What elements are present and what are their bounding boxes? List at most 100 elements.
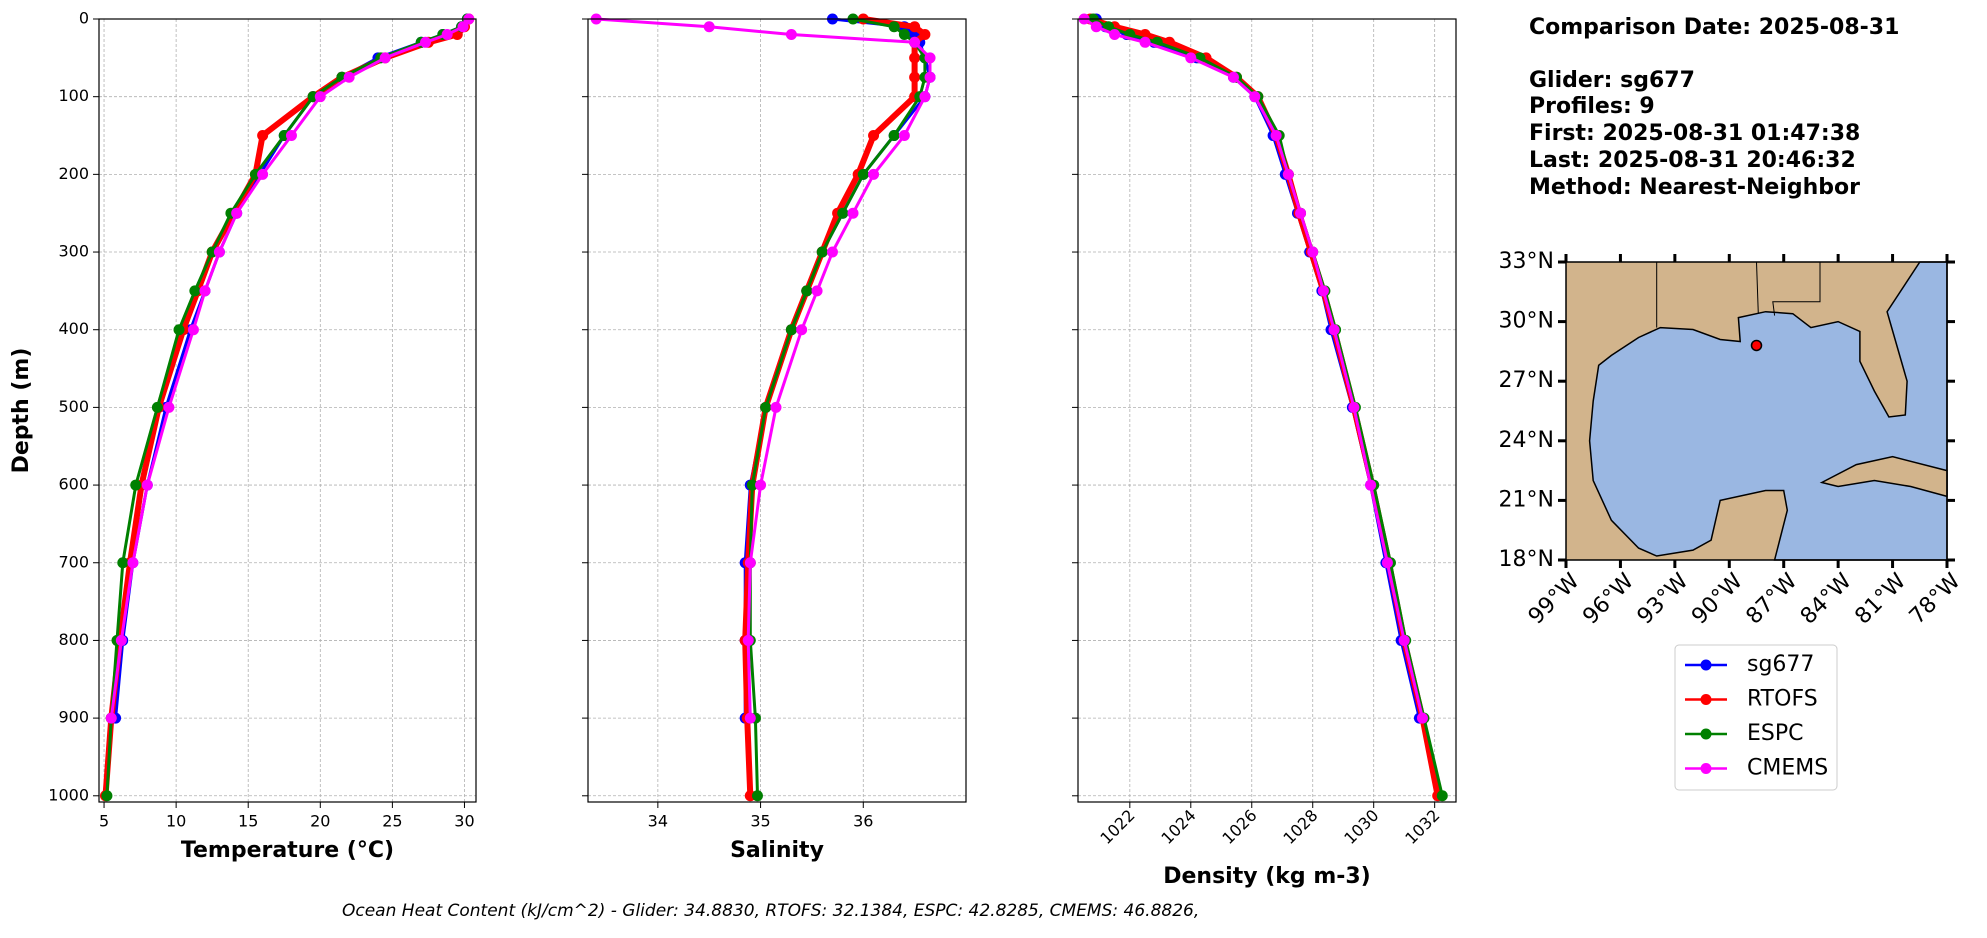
profile-point xyxy=(909,71,921,83)
x-tick-label: 1022 xyxy=(1096,806,1138,848)
profile-point xyxy=(785,324,797,336)
map: 33°N 30°N 27°N 24°N 21°N 18°N99°W96°W93°W90°W… xyxy=(1499,249,1966,629)
legend-marker xyxy=(1700,728,1712,740)
profile-point xyxy=(742,634,754,646)
profile-point xyxy=(1416,712,1428,724)
profile-point xyxy=(173,324,185,336)
profile-point xyxy=(898,130,910,142)
lat-label: 21°N xyxy=(1499,487,1554,512)
profile-line xyxy=(1095,17,1421,719)
info-line: Profiles: 9 xyxy=(1529,94,1655,119)
profile-point xyxy=(130,479,142,491)
profile-line xyxy=(109,18,471,719)
profile-point xyxy=(1398,634,1410,646)
profile-point xyxy=(703,21,715,33)
y-tick-label: 200 xyxy=(58,164,89,183)
x-tick-label: 10 xyxy=(166,812,186,831)
profile-line xyxy=(596,17,932,719)
profile-point xyxy=(127,557,139,569)
y-tick-label: 400 xyxy=(58,319,89,338)
profile-point xyxy=(257,130,269,142)
plot-frame xyxy=(98,18,477,803)
lon-label: 81°W xyxy=(1850,569,1911,630)
profile-point xyxy=(909,21,921,33)
profile-point xyxy=(760,401,772,413)
profile-point xyxy=(1249,91,1261,103)
info-line: First: 2025-08-31 01:47:38 xyxy=(1529,121,1860,146)
profile-point xyxy=(115,634,127,646)
profile-point xyxy=(1295,207,1307,219)
info-line: Method: Nearest-Neighbor xyxy=(1529,175,1860,200)
lat-label: 18°N xyxy=(1499,547,1554,572)
profile-point xyxy=(857,168,869,180)
profile-point xyxy=(1307,246,1319,258)
lon-label: 93°W xyxy=(1633,569,1694,630)
profile-line xyxy=(1083,17,1424,719)
profile-point xyxy=(1227,71,1239,83)
plot-frame xyxy=(1077,18,1457,803)
x-tick-label: 1032 xyxy=(1401,806,1443,848)
profile-point xyxy=(751,790,763,802)
profile-point xyxy=(755,479,767,491)
profile-point xyxy=(770,401,782,413)
profile-point xyxy=(457,21,469,33)
x-tick-label: 1030 xyxy=(1340,806,1382,848)
profile-point xyxy=(379,52,391,64)
lat-label: 27°N xyxy=(1499,368,1554,393)
profile-point xyxy=(744,712,756,724)
profile-point xyxy=(420,36,432,48)
lon-label: 99°W xyxy=(1524,569,1585,630)
profile-point xyxy=(924,71,936,83)
footer: Ocean Heat Content (kJ/cm^2) - Glider: 3… xyxy=(342,901,1199,921)
legend-marker xyxy=(1700,763,1712,774)
x-tick-label: 25 xyxy=(382,812,402,831)
profile-point xyxy=(919,91,931,103)
profile-point xyxy=(1436,790,1448,802)
legend-marker xyxy=(1700,659,1712,671)
profile-point xyxy=(343,71,355,83)
y-tick-label: 900 xyxy=(58,708,89,727)
x-tick-label: 1026 xyxy=(1218,806,1260,848)
lon-label: 84°W xyxy=(1796,569,1857,630)
profile-point xyxy=(187,324,199,336)
map-frame xyxy=(1565,261,1948,561)
profile-point xyxy=(1328,324,1340,336)
profile-point xyxy=(199,285,211,297)
y-tick-label: 600 xyxy=(58,475,89,494)
lat-label: 30°N xyxy=(1499,309,1554,334)
x-axis-label: Temperature (°C) xyxy=(181,838,394,863)
border xyxy=(1772,262,1821,316)
profile-point xyxy=(924,52,936,64)
profile-point xyxy=(811,285,823,297)
y-tick-label: 500 xyxy=(58,397,89,416)
profile-point xyxy=(801,285,813,297)
y-tick-label: 1000 xyxy=(48,785,89,804)
profile-point xyxy=(909,52,921,64)
profile-point xyxy=(837,207,849,219)
profile-point xyxy=(868,130,880,142)
profile-point xyxy=(919,29,931,41)
x-tick-label: 30 xyxy=(454,812,474,831)
profile-point xyxy=(816,246,828,258)
profile-point xyxy=(151,401,163,413)
water xyxy=(1588,261,1948,561)
profile-point xyxy=(785,29,797,41)
profile-point xyxy=(1109,29,1121,41)
x-tick-label: 20 xyxy=(310,812,330,831)
profile-point xyxy=(909,36,921,48)
y-tick-label: 300 xyxy=(58,242,89,261)
legend-label: RTOFS xyxy=(1747,687,1818,712)
info-line: Last: 2025-08-31 20:46:32 xyxy=(1529,148,1856,173)
profile-point xyxy=(746,479,758,491)
profile-point xyxy=(257,168,269,180)
plot-frame xyxy=(587,18,967,803)
profile-point xyxy=(163,401,175,413)
profile-point xyxy=(213,246,225,258)
legend xyxy=(1674,644,1838,791)
y-tick-label: 800 xyxy=(58,630,89,649)
glider-position xyxy=(1750,339,1763,352)
profile-point xyxy=(744,557,756,569)
profile-point xyxy=(1139,36,1151,48)
profile-point xyxy=(796,324,808,336)
